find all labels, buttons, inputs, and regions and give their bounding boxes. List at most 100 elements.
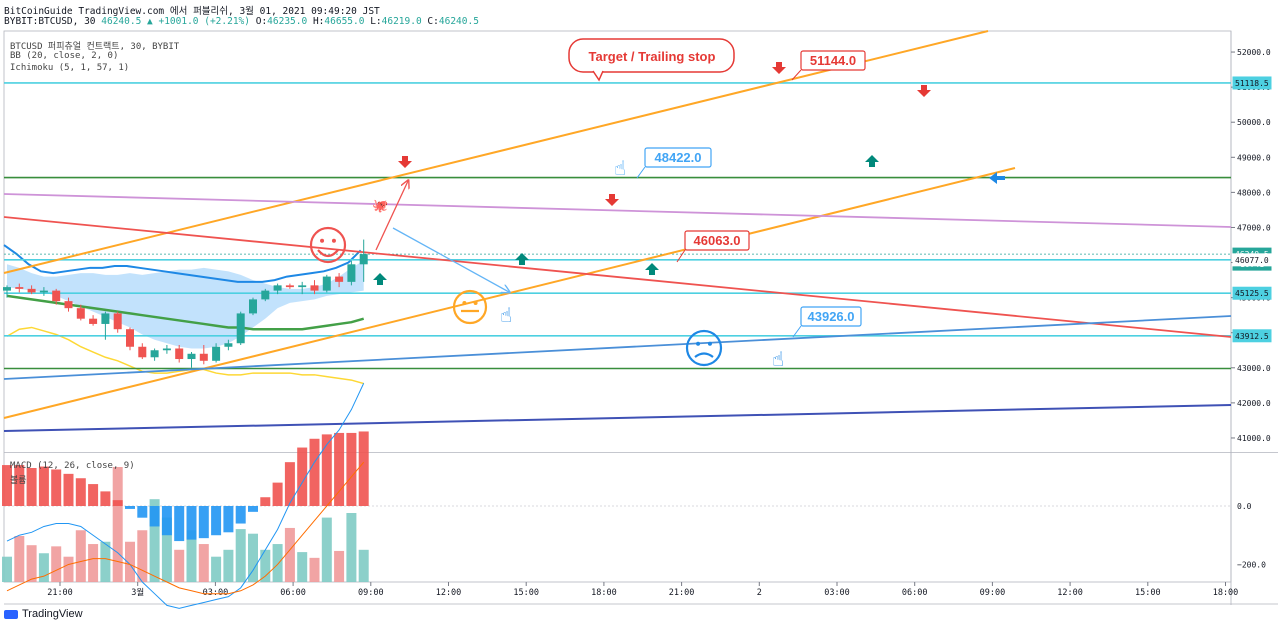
volume-bar bbox=[2, 556, 12, 582]
candle-body bbox=[39, 290, 48, 293]
volume-bar bbox=[334, 550, 345, 582]
symbol-label: BYBIT:BTCUSD, 30 bbox=[4, 16, 96, 27]
price-axis-badge-label: 46077.0 bbox=[1235, 256, 1269, 265]
face-eye bbox=[320, 238, 325, 243]
time-tick-label: 2 bbox=[757, 588, 762, 598]
volume-bar bbox=[63, 556, 74, 582]
macd-histogram-bar bbox=[63, 473, 74, 506]
volume-bar bbox=[100, 541, 111, 582]
bearish-projection-arrow bbox=[392, 227, 509, 292]
buy-signal-arrow bbox=[373, 273, 387, 285]
price-tick-label: 49000.0 bbox=[1237, 153, 1271, 162]
volume-bar bbox=[272, 544, 283, 582]
close-value: 46240.5 bbox=[438, 16, 479, 27]
macd-histogram-bar bbox=[88, 484, 99, 506]
high-value: 46655.0 bbox=[324, 16, 365, 27]
time-tick-label: 12:00 bbox=[436, 588, 462, 598]
candle-body bbox=[212, 346, 221, 361]
candle-body bbox=[236, 313, 245, 344]
volume-bar bbox=[149, 499, 160, 582]
bb-upper-line bbox=[3, 244, 362, 283]
price-tick-label: 42000.0 bbox=[1237, 399, 1271, 408]
volume-bar bbox=[223, 549, 234, 582]
macd-histogram-bar bbox=[174, 506, 185, 542]
macd-histogram-bar bbox=[235, 506, 246, 524]
price-tick-label: 50000.0 bbox=[1237, 118, 1271, 127]
level-label-43926-box bbox=[800, 306, 862, 327]
sell-signal-arrow bbox=[917, 85, 931, 97]
candle-body bbox=[199, 353, 208, 361]
volume-bar bbox=[174, 549, 185, 582]
macd-histogram-bar bbox=[321, 434, 332, 506]
target-bubble-tail bbox=[592, 70, 604, 82]
macd-histogram-bar bbox=[248, 506, 258, 512]
volume-bar bbox=[260, 549, 271, 582]
time-tick-label: 03:00 bbox=[824, 588, 850, 598]
candle-body bbox=[15, 287, 24, 289]
tradingview-mark-icon bbox=[4, 609, 18, 619]
time-tick-label: 18:00 bbox=[1213, 588, 1239, 598]
volume-bar bbox=[88, 544, 99, 582]
price-axis-badge bbox=[1232, 286, 1272, 300]
face-eye bbox=[707, 341, 712, 346]
tradingview-logo[interactable]: TradingView bbox=[4, 608, 83, 620]
candle-body bbox=[298, 285, 307, 288]
level-label-48422-box bbox=[644, 147, 712, 168]
macd-histogram-bar bbox=[284, 462, 295, 506]
price-tick-label: 41000.0 bbox=[1237, 434, 1271, 443]
face-outline bbox=[685, 329, 723, 367]
callout-leader bbox=[791, 69, 802, 81]
candle-body bbox=[64, 301, 73, 309]
macd-histogram-bar bbox=[26, 468, 37, 506]
macd-histogram-bar bbox=[125, 506, 135, 509]
left-pointer-arrow bbox=[989, 172, 1005, 184]
volume-bar bbox=[161, 517, 172, 582]
volume-bar bbox=[198, 544, 209, 582]
buy-signal-arrow bbox=[515, 253, 529, 265]
callout-leader bbox=[636, 166, 646, 179]
callout-leader bbox=[676, 249, 686, 263]
price-tick-label: 48000.0 bbox=[1237, 188, 1271, 197]
macd-histogram-bar bbox=[38, 466, 49, 506]
face-eye bbox=[331, 238, 336, 243]
time-tick-label: 18:00 bbox=[591, 588, 617, 598]
candle-body bbox=[52, 290, 61, 302]
pointing-hand-icon: ☝ bbox=[614, 156, 626, 180]
high-label: H: bbox=[312, 16, 325, 27]
volume-bar bbox=[38, 553, 49, 582]
target-bubble-box bbox=[568, 38, 735, 73]
time-tick-label: 03:00 bbox=[203, 588, 229, 598]
cat-icon: 🐙 bbox=[372, 199, 388, 214]
macd-histogram-bar bbox=[112, 500, 123, 506]
macd-histogram-bar bbox=[346, 432, 357, 506]
time-tick-label: 3월 bbox=[131, 587, 144, 598]
macd-histogram-bar bbox=[297, 447, 308, 506]
smiley-face-icon bbox=[309, 226, 347, 264]
confused-face-icon bbox=[685, 329, 723, 367]
publish-header: BitCoinGuide TradingView.com 에서 퍼블리쉬, 3월… bbox=[4, 6, 380, 17]
volume-bar bbox=[284, 527, 295, 582]
candle-body bbox=[347, 264, 356, 282]
face-eye bbox=[462, 301, 467, 305]
navy-ascending-trendline bbox=[3, 404, 1232, 432]
level-label-43926: 43926.0 bbox=[808, 309, 855, 324]
volume-bar bbox=[358, 549, 369, 582]
macd-histogram-bar bbox=[272, 482, 283, 506]
price-tick-label: 52000.0 bbox=[1237, 48, 1271, 57]
lavender-trendline bbox=[3, 193, 1232, 228]
price-axis-badge-label: 45125.5 bbox=[1235, 289, 1269, 298]
open-label: O: bbox=[255, 16, 268, 27]
level-label-46063-box bbox=[684, 230, 750, 251]
open-value: 46235.0 bbox=[267, 16, 308, 27]
macd-axis-label: 0.0 bbox=[1237, 502, 1252, 511]
macd-histogram-bar bbox=[51, 469, 62, 506]
macd-axis-label: −200.0 bbox=[1237, 560, 1266, 569]
price-axis-badge-label: 43912.5 bbox=[1235, 332, 1269, 341]
close-label: C: bbox=[427, 16, 439, 27]
candle-body bbox=[126, 329, 134, 347]
bullish-projection-arrow bbox=[375, 181, 408, 251]
legend-volume: 볼륨 bbox=[10, 476, 27, 486]
face-eye bbox=[473, 301, 478, 305]
level-label-46063: 46063.0 bbox=[694, 233, 741, 248]
